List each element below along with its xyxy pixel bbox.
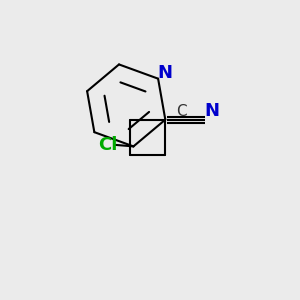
Text: N: N [158, 64, 172, 82]
Text: Cl: Cl [98, 136, 118, 154]
Text: C: C [176, 104, 186, 119]
Text: N: N [205, 102, 220, 120]
